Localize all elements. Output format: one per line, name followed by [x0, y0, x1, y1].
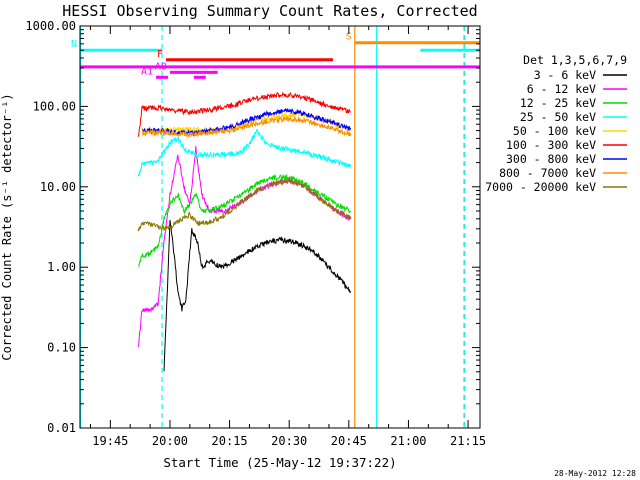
axes: 0.01 0.10 1.00 10.00 100.00 1000.00 19:45 20:00…: [25, 19, 486, 448]
state-bar-label-a1: A1: [141, 66, 153, 77]
legend-label-100-300-kev: 100 - 300 keV: [506, 138, 596, 152]
y-tick-label: 1.00: [47, 260, 76, 274]
x-tick-label: 20:30: [271, 434, 307, 448]
series-line-7000-20000-kev: [137, 177, 352, 232]
x-tick-label: 20:15: [212, 434, 248, 448]
y-tick-label: 10.00: [40, 180, 76, 194]
series-line-300-800-kev: [141, 107, 352, 137]
state-bar-label-a0: A0: [155, 61, 167, 72]
y-axis-label: Corrected Count Rate (s⁻¹ detector⁻¹): [0, 93, 14, 360]
state-bar-label-n: N: [71, 39, 77, 50]
series-line-25-50-kev: [137, 129, 352, 177]
y-tick-label: 0.10: [47, 341, 76, 355]
series-line-12-25-kev: [138, 173, 352, 267]
legend-label-12-25-kev: 12 - 25 keV: [520, 96, 596, 110]
state-bar-label-s: S: [346, 32, 352, 43]
legend-label-6-12-kev: 6 - 12 keV: [527, 82, 596, 96]
legend-label-3-6-kev: 3 - 6 keV: [534, 68, 596, 82]
legend-label-800-7000-kev: 800 - 7000 keV: [499, 166, 596, 180]
legend-title: Det 1,3,5,6,7,9: [523, 53, 627, 67]
x-tick-label: 21:15: [450, 434, 486, 448]
x-tick-label: 19:45: [92, 434, 128, 448]
y-tick-label: 100.00: [33, 99, 76, 113]
y-tick-label: 0.01: [47, 421, 76, 435]
series-layer: [137, 91, 352, 372]
series-line-100-300-kev: [137, 91, 351, 137]
chart-title: HESSI Observing Summary Count Rates, Cor…: [62, 2, 477, 20]
x-tick-label: 20:45: [331, 434, 367, 448]
plot-frame: [79, 25, 481, 429]
y-tick-label: 1000.00: [25, 19, 76, 33]
state-bar-label-f: F: [157, 49, 163, 60]
footer-timestamp: 28-May-2012 12:28: [554, 469, 636, 478]
series-line-800-7000-kev: [141, 115, 352, 138]
x-axis-label: Start Time (25-May-12 19:37:22): [163, 455, 396, 470]
x-tick-label: 21:00: [390, 434, 426, 448]
legend-label-300-800-kev: 300 - 800 keV: [506, 152, 596, 166]
x-tick-label: 20:00: [152, 434, 188, 448]
legend-label-7000-20000-kev: 7000 - 20000 keV: [485, 180, 596, 194]
legend-label-50-100-kev: 50 - 100 keV: [513, 124, 596, 138]
legend-label-25-50-kev: 25 - 50 keV: [520, 110, 596, 124]
series-line-3-6-kev: [163, 219, 352, 372]
